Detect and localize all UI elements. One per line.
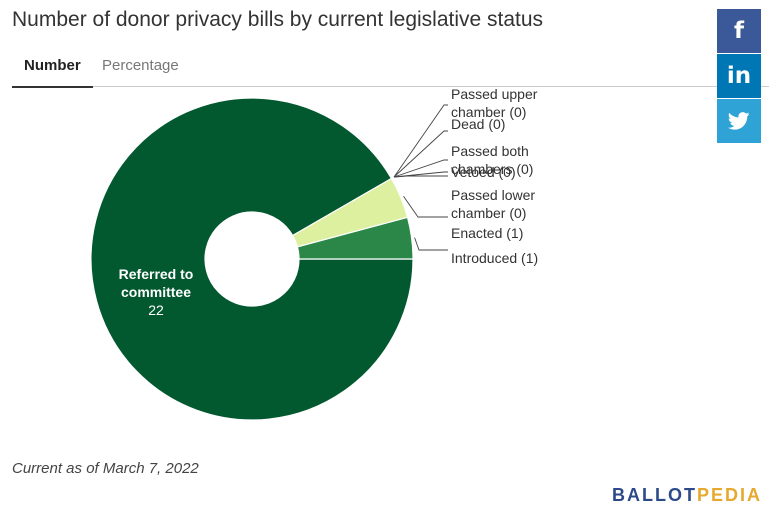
tabs-divider bbox=[12, 86, 769, 87]
slice-label: committee bbox=[121, 284, 191, 300]
leader-line-introduced bbox=[414, 237, 448, 251]
brand-part-pedia: PEDIA bbox=[696, 485, 762, 505]
slice-label-introduced: Introduced (1) bbox=[451, 250, 538, 266]
brand-part-ballot: BALLOT bbox=[612, 485, 697, 505]
slice-label-passed-both-chambers: Passed both bbox=[451, 143, 529, 159]
current-as-of-note: Current as of March 7, 2022 bbox=[12, 460, 199, 477]
slice-enacted bbox=[291, 177, 409, 248]
ballotpedia-logo[interactable]: BALLOTPEDIA bbox=[612, 485, 762, 506]
chart-title: Number of donor privacy bills by current… bbox=[12, 8, 544, 31]
twitter-icon bbox=[728, 112, 750, 130]
slice-value-label: 22 bbox=[148, 302, 164, 318]
slice-label-passed-lower-chamber: chamber (0) bbox=[451, 205, 526, 221]
twitter-share-button[interactable] bbox=[717, 99, 761, 143]
slice-label-vetoed: Vetoed (0) bbox=[451, 164, 516, 180]
slice-label-dead: Dead (0) bbox=[451, 116, 505, 132]
slice-label-passed-upper-chamber: Passed upper bbox=[451, 86, 538, 102]
donut-chart: Referred to committee 22 Introduced (1) Enac… bbox=[90, 86, 538, 421]
tab-percentage[interactable]: Percentage bbox=[102, 57, 179, 74]
linkedin-icon: in bbox=[726, 62, 752, 89]
slice-label-passed-upper-chamber: chamber (0) bbox=[451, 104, 526, 120]
leader-line-passed-upper-chamber bbox=[393, 104, 448, 178]
slice-label-passed-both-chambers: chambers (0) bbox=[451, 161, 533, 177]
linkedin-share-button[interactable]: in bbox=[717, 54, 761, 98]
slice-referred-to-committee bbox=[90, 97, 414, 421]
leader-line-enacted bbox=[403, 195, 448, 218]
leader-line-vetoed bbox=[393, 171, 448, 178]
view-tabs: Number Percentage bbox=[12, 56, 769, 88]
slice-label-enacted: Enacted (1) bbox=[451, 225, 523, 241]
facebook-share-button[interactable]: f bbox=[717, 9, 761, 53]
slice-label-passed-lower-chamber: Passed lower bbox=[451, 187, 535, 203]
leader-line-passed-both-chambers bbox=[393, 159, 448, 178]
facebook-icon: f bbox=[733, 17, 744, 44]
leader-line-dead bbox=[393, 130, 448, 178]
slice-label: Referred to bbox=[119, 266, 194, 282]
tab-number[interactable]: Number bbox=[12, 56, 93, 88]
